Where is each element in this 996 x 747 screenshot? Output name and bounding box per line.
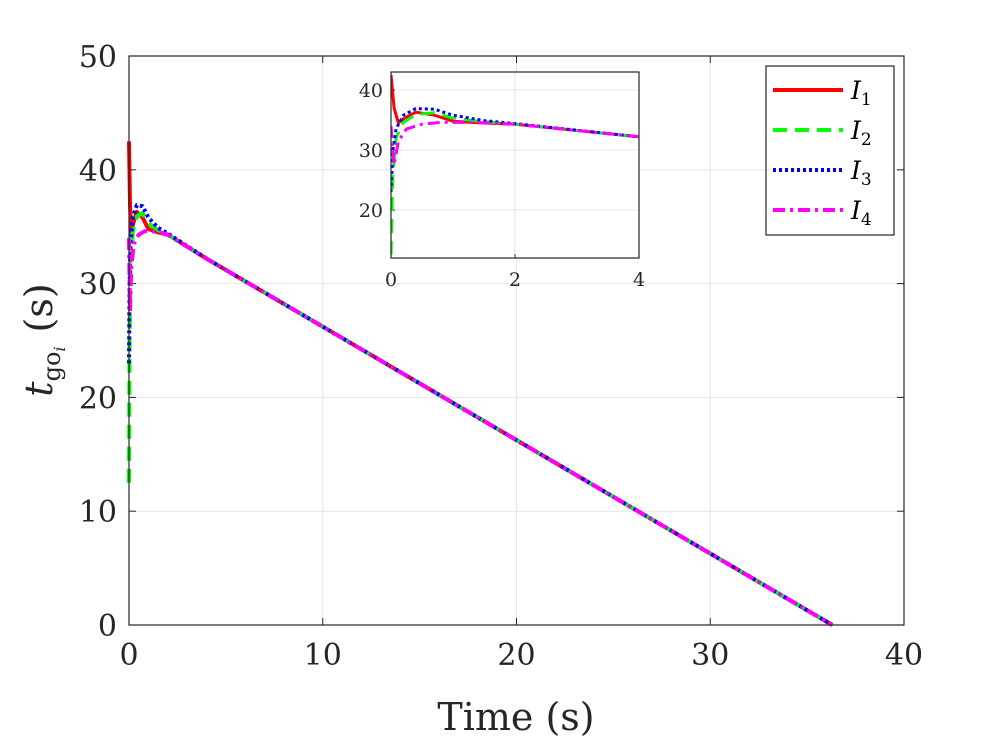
y-axis-label-sub: go: [38, 352, 66, 382]
main-y-tick-label: 0: [98, 609, 117, 644]
svg-text:tgoi(s): tgoi (s): [17, 283, 69, 396]
main-series-group: [127, 141, 834, 627]
inset-series-group: [391, 74, 639, 256]
legend-label-sub: 2: [861, 130, 872, 150]
main-y-tick-label: 50: [79, 40, 117, 75]
legend-label-sub: 4: [861, 210, 872, 230]
legend-label-I1: I1: [850, 76, 872, 110]
legend-label-base: I: [850, 196, 862, 225]
main-y-tick-label: 20: [79, 381, 117, 416]
inset-x-tick-label: 2: [509, 269, 521, 291]
y-axis-label-subsub: i: [50, 346, 69, 351]
inset-plot-frame: [390, 71, 640, 259]
main-x-tick-label: 10: [304, 638, 342, 673]
inset-y-tick-labels: 20 30 40: [359, 80, 383, 222]
inset-y-tick-label: 40: [359, 80, 383, 102]
y-axis-label-unit: (s): [17, 283, 61, 332]
y-axis-label-base: t: [17, 381, 61, 397]
inset-x-tick-label: 4: [633, 269, 645, 291]
main-y-tick-labels: 0 10 20 30 40 50: [79, 40, 117, 644]
legend-label-base: I: [850, 156, 862, 185]
inset-y-tick-label: 30: [359, 140, 383, 162]
legend-label-I2: I2: [850, 116, 872, 150]
main-x-tick-label: 30: [691, 638, 729, 673]
main-x-tick-labels: 0 10 20 30 40: [119, 638, 923, 673]
legend-label-I3: I3: [850, 156, 872, 190]
inset-series-line-I3: [391, 107, 639, 193]
main-x-tick-label: 40: [885, 638, 923, 673]
main-y-tick-label: 10: [79, 495, 117, 530]
y-axis-label: tgoi (s): [17, 283, 69, 396]
main-series-line-I4: [127, 229, 834, 627]
legend-label-base: I: [850, 116, 862, 145]
main-y-tick-label: 40: [79, 154, 117, 189]
main-series-line-I3: [127, 203, 834, 627]
legend-label-base: I: [850, 76, 862, 105]
inset-x-tick-labels: 0 2 4: [385, 269, 645, 291]
inset-y-tick-label: 20: [359, 200, 383, 222]
legend-box: [765, 65, 895, 236]
main-x-tick-label: 20: [497, 638, 535, 673]
main-y-tick-label: 30: [79, 268, 117, 303]
inset-x-tick-label: 0: [385, 269, 397, 291]
inset-series-line-I4: [391, 120, 639, 167]
inset-grid: [390, 72, 640, 258]
main-plot-frame: [128, 55, 905, 626]
legend-label-sub: 3: [861, 170, 872, 190]
main-x-tick-label: 0: [119, 638, 138, 673]
legend-label-I4: I4: [850, 196, 872, 230]
x-axis-label: Time (s): [437, 695, 594, 739]
legend-label-sub: 1: [861, 90, 872, 110]
